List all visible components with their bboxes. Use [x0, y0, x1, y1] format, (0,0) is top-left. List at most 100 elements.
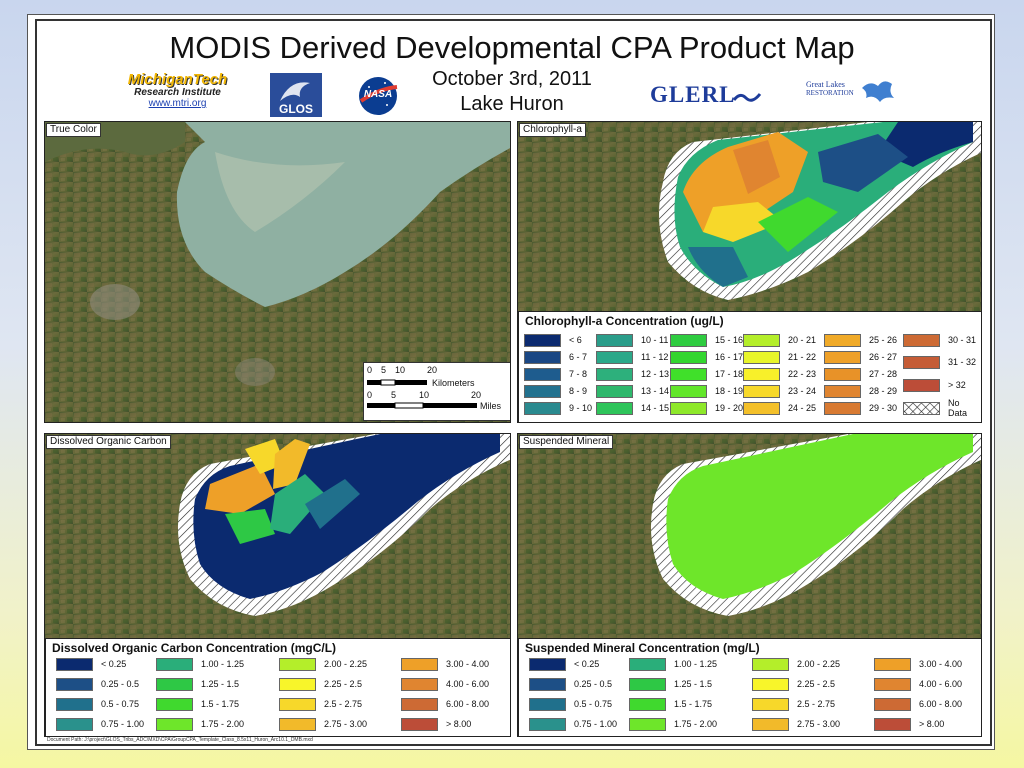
legend-item: 0.25 - 0.5	[529, 677, 612, 691]
legend-item: 17 - 18	[670, 367, 743, 381]
legend-item: 2.75 - 3.00	[279, 717, 367, 731]
legend-label: 2.25 - 2.5	[797, 679, 836, 689]
legend-label: 1.75 - 2.00	[201, 719, 245, 729]
legend-label: 0.25 - 0.5	[574, 679, 613, 689]
legend-swatch	[824, 367, 861, 381]
legend-item: 1.75 - 2.00	[629, 717, 717, 731]
legend-label: 0.25 - 0.5	[101, 679, 140, 689]
legend-label: 2.00 - 2.25	[797, 659, 841, 669]
legend-swatch	[279, 677, 316, 691]
km-tick: 0	[367, 365, 373, 375]
legend-item: < 0.25	[56, 657, 126, 671]
legend-item: 2.25 - 2.5	[752, 677, 835, 691]
legend-label: 26 - 27	[869, 352, 898, 362]
legend-label: 16 - 17	[715, 352, 744, 362]
glos-text: GLOS	[278, 102, 313, 116]
legend-label: 18 - 19	[715, 386, 744, 396]
legend-item: 11 - 12	[596, 350, 668, 364]
legend-label: 1.00 - 1.25	[201, 659, 245, 669]
document-path: Document Path: J:\project\GLOS_Tribs_ADC…	[47, 737, 313, 743]
no-data-swatch	[903, 401, 940, 415]
legend-label: 1.25 - 1.5	[201, 679, 240, 689]
legend-swatch	[401, 697, 438, 711]
legend-swatch	[401, 717, 438, 731]
legend-item: > 8.00	[874, 717, 944, 731]
legend-label: 6 - 7	[569, 352, 588, 362]
legend-title: Suspended Mineral Concentration (mg/L)	[525, 641, 760, 655]
legend-item: 21 - 22	[743, 350, 816, 364]
legend-label: 29 - 30	[869, 403, 898, 413]
legend-item: 12 - 13	[596, 367, 669, 381]
legend-label: 3.00 - 4.00	[919, 659, 963, 669]
legend-item: 3.00 - 4.00	[874, 657, 962, 671]
legend-label: 2.00 - 2.25	[324, 659, 368, 669]
legend-swatch	[824, 350, 861, 364]
legend-label: 3.00 - 4.00	[446, 659, 490, 669]
legend-item: No Data	[903, 398, 981, 418]
legend-swatch	[596, 333, 633, 347]
legend-swatch	[752, 717, 789, 731]
legend-label: 13 - 14	[641, 386, 670, 396]
legend-item: 6.00 - 8.00	[874, 697, 962, 711]
km-tick: 20	[427, 365, 438, 375]
legend-item: 15 - 16	[670, 333, 743, 347]
legend-item: 29 - 30	[824, 401, 897, 415]
legend-swatch	[529, 657, 566, 671]
legend-swatch	[874, 657, 911, 671]
legend-item: 2.75 - 3.00	[752, 717, 840, 731]
legend-item: 22 - 23	[743, 367, 816, 381]
page-title: MODIS Derived Developmental CPA Product …	[169, 30, 855, 65]
legend-item: 0.5 - 0.75	[56, 697, 139, 711]
legend-label: 12 - 13	[641, 369, 670, 379]
legend-swatch	[156, 657, 193, 671]
legend-item: 26 - 27	[824, 350, 897, 364]
legend-swatch	[401, 657, 438, 671]
legend-item: < 0.25	[529, 657, 599, 671]
legend-item: 14 - 15	[596, 401, 669, 415]
legend-label: 27 - 28	[869, 369, 898, 379]
legend-item: 25 - 26	[824, 333, 897, 347]
legend-item: 0.25 - 0.5	[56, 677, 139, 691]
legend-item: 6 - 7	[524, 350, 587, 364]
mi-tick: 0	[367, 390, 373, 400]
legend-item: 24 - 25	[743, 401, 816, 415]
legend-label: 30 - 31	[948, 335, 977, 345]
legend-item: 2.25 - 2.5	[279, 677, 362, 691]
great-lakes-icon	[862, 81, 894, 102]
chlorophyll-legend: Chlorophyll-a Concentration (ug/L) < 6 6…	[518, 311, 981, 422]
legend-label: < 6	[569, 335, 582, 345]
legend-item: 0.5 - 0.75	[529, 697, 612, 711]
legend-item: 6.00 - 8.00	[401, 697, 489, 711]
nasa-logo: NASA	[357, 75, 399, 117]
legend-swatch	[529, 677, 566, 691]
legend-swatch	[874, 697, 911, 711]
legend-item: 10 - 11	[596, 333, 668, 347]
panel-label: True Color	[46, 123, 101, 137]
doc-legend: Dissolved Organic Carbon Concentration (…	[45, 638, 510, 736]
legend-item: 19 - 20	[670, 401, 743, 415]
legend-item: 2.00 - 2.25	[752, 657, 840, 671]
legend-label: 23 - 24	[788, 386, 817, 396]
legend-item: 4.00 - 6.00	[401, 677, 489, 691]
legend-title: Chlorophyll-a Concentration (ug/L)	[525, 314, 724, 328]
legend-title: Dissolved Organic Carbon Concentration (…	[52, 641, 337, 655]
legend-label: 4.00 - 6.00	[919, 679, 963, 689]
glri-line2: RESTORATION	[806, 89, 854, 97]
mi-tick: 20	[471, 390, 482, 400]
legend-item: 1.00 - 1.25	[629, 657, 717, 671]
legend-item: 3.00 - 4.00	[401, 657, 489, 671]
legend-label: 22 - 23	[788, 369, 817, 379]
scale-bar-graphic	[367, 379, 477, 409]
glerl-wave-icon	[732, 93, 762, 102]
legend-label: < 0.25	[101, 659, 127, 669]
legend-label: 2.75 - 3.00	[324, 719, 368, 729]
mtri-link[interactable]: www.mtri.org	[148, 98, 207, 109]
legend-label: 1.00 - 1.25	[674, 659, 718, 669]
legend-swatch	[279, 717, 316, 731]
glerl-text: GLERL	[650, 82, 736, 107]
mi-tick: 10	[419, 390, 430, 400]
legend-label: 6.00 - 8.00	[446, 699, 490, 709]
legend-item: > 8.00	[401, 717, 471, 731]
mi-ticks: 0 5 10 20	[367, 390, 507, 400]
legend-item: 2.5 - 2.75	[752, 697, 835, 711]
